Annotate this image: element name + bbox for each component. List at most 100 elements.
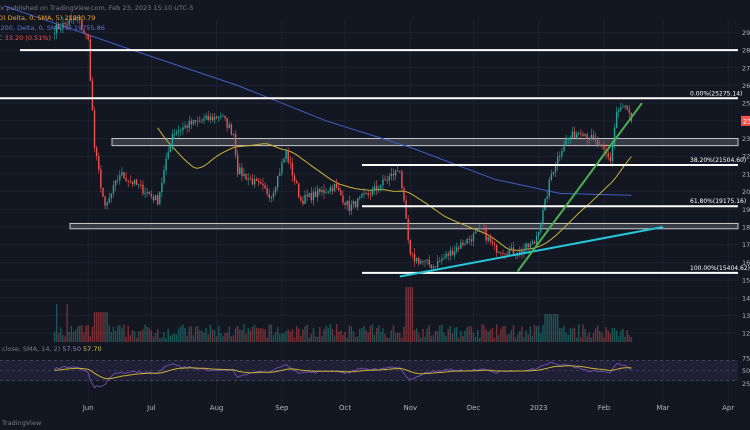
candle-body	[236, 154, 239, 175]
candle-body	[502, 253, 504, 254]
volume-bar	[295, 326, 298, 342]
candle-body	[247, 178, 249, 180]
trend-lines	[399, 102, 664, 278]
candle-body	[146, 192, 148, 194]
candle-body	[226, 118, 228, 128]
candle-body	[245, 173, 247, 180]
volume-bar	[148, 327, 150, 342]
candle-body	[321, 190, 323, 192]
volume-bar	[561, 328, 563, 342]
candle-body	[112, 185, 115, 194]
candle-body	[68, 19, 70, 25]
volume-bar	[415, 328, 418, 342]
candle-body	[140, 184, 142, 186]
volume-bar	[409, 287, 412, 342]
ascending-green-trendline	[516, 102, 643, 272]
volume-bar	[588, 332, 590, 342]
volume-bar	[603, 337, 605, 342]
volume-bar	[270, 324, 273, 342]
candle-body	[98, 156, 100, 170]
candle-body	[506, 253, 508, 255]
candle-body	[476, 229, 479, 232]
candle-body	[249, 178, 252, 180]
candle-body	[588, 138, 590, 140]
candle-body	[340, 190, 342, 196]
volume-bar	[630, 337, 633, 342]
volume-bar	[453, 327, 456, 342]
candle-body	[93, 110, 96, 148]
candle-body	[519, 249, 521, 256]
candle-body	[352, 201, 355, 205]
last-price-badge-label: 23	[743, 117, 750, 125]
volume-bar	[580, 337, 582, 342]
candle-body	[272, 192, 275, 198]
candle-body	[561, 151, 563, 156]
candle-body	[60, 28, 62, 30]
candle-body	[594, 137, 597, 141]
volume-bar	[538, 325, 540, 342]
candle-body	[434, 266, 437, 268]
volume-bar	[485, 329, 487, 342]
candle-body	[495, 244, 498, 253]
volume-bar	[525, 330, 527, 342]
candle-body	[72, 18, 75, 20]
candle-body	[243, 173, 245, 176]
volume-bar	[399, 332, 401, 342]
candle-body	[483, 228, 485, 230]
volume-bar	[432, 335, 435, 342]
volume-bar	[81, 325, 83, 342]
candle-body	[169, 145, 172, 153]
candle-body	[121, 172, 123, 176]
volume-bar	[529, 326, 532, 342]
candle-body	[460, 242, 462, 249]
volume-bar	[340, 330, 342, 342]
support-zone	[69, 222, 739, 230]
volume-bar	[91, 326, 94, 342]
volume-bar	[266, 337, 268, 342]
volume-bar	[434, 330, 437, 342]
candle-body	[234, 134, 237, 155]
candle-body	[289, 161, 292, 163]
volume-bar	[472, 332, 475, 342]
candle-body	[100, 169, 102, 188]
y-tick-label: 15	[742, 277, 750, 285]
candle-body	[525, 243, 527, 250]
candle-body	[516, 255, 519, 257]
candle-body	[110, 193, 113, 198]
candle-body	[300, 197, 302, 201]
sma50-polyline	[157, 127, 632, 251]
volume-bar	[506, 335, 508, 342]
volume-bar	[449, 326, 452, 342]
candle-body	[392, 173, 395, 176]
volume-bar	[405, 287, 407, 342]
candle-body	[603, 145, 605, 150]
candle-body	[302, 200, 304, 204]
y-tick-label: 27	[742, 64, 750, 72]
volume-bar	[466, 327, 468, 342]
candle-body	[285, 151, 287, 159]
volume-bar	[196, 325, 199, 342]
volume-bar	[422, 328, 424, 342]
volume-bar	[98, 312, 100, 342]
y-tick-label: 21	[742, 170, 750, 178]
candle-body	[333, 183, 336, 192]
volume-bar	[129, 335, 132, 342]
volume-bar	[344, 331, 346, 342]
candle-body	[306, 195, 308, 197]
y-tick-label: 13	[742, 312, 750, 320]
volume-bar	[411, 287, 414, 342]
candle-body	[428, 259, 430, 265]
candle-body	[546, 196, 548, 199]
volume-bar	[386, 337, 388, 342]
volume-bar	[552, 314, 555, 342]
candle-body	[291, 162, 294, 176]
volume-bar	[264, 329, 266, 342]
candle-body	[348, 200, 350, 211]
candle-body	[439, 260, 441, 262]
candle-body	[365, 193, 367, 194]
volume-bar	[428, 324, 430, 342]
volume-bar	[306, 324, 308, 342]
candle-body	[386, 180, 388, 182]
volume-bar	[215, 336, 218, 342]
